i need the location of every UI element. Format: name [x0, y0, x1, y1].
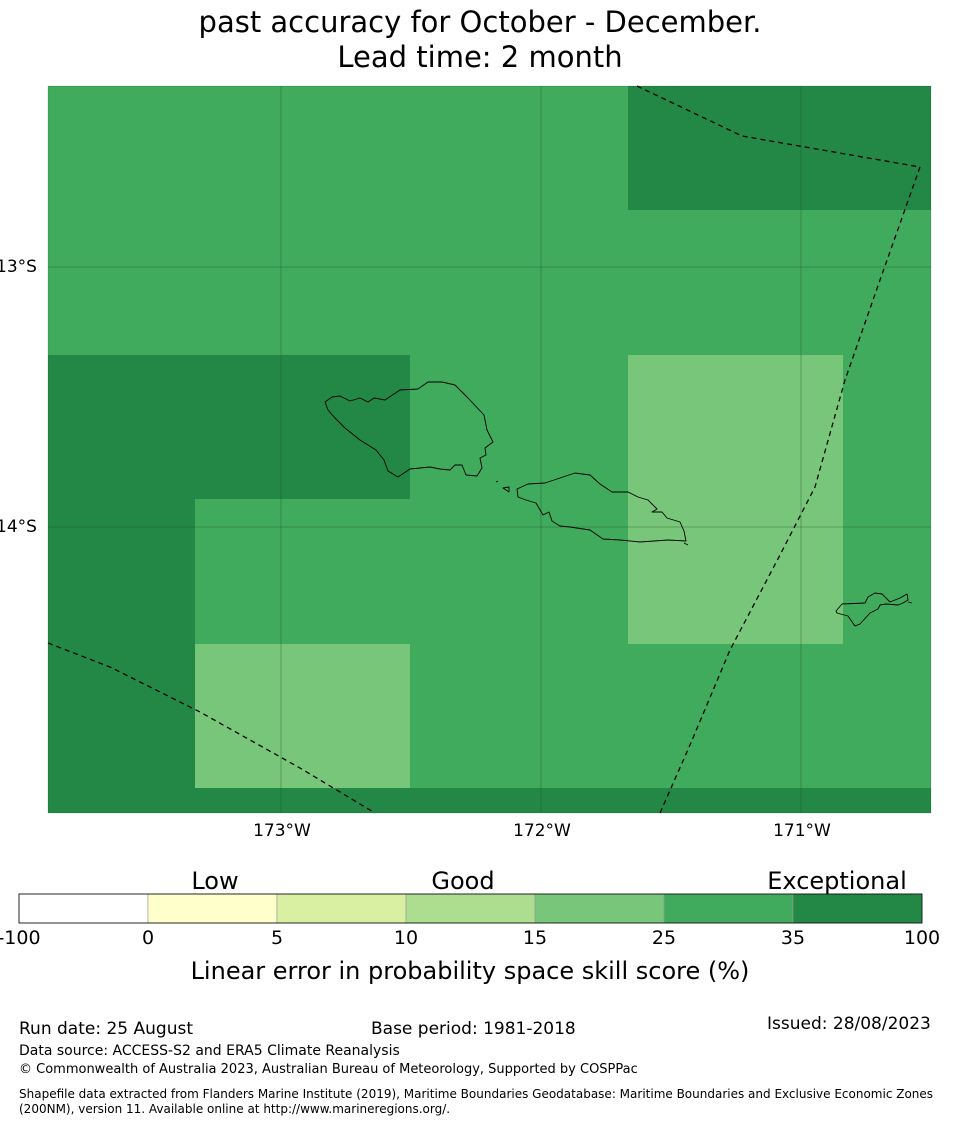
island-tutuila: [835, 592, 913, 627]
colorbar-tick: 5: [270, 927, 284, 949]
colorbar-segment: [18, 893, 149, 924]
skill-region-exceptional-w-lower: [48, 499, 195, 813]
skill-region-exceptional-ne: [628, 86, 931, 210]
island-manono: [502, 486, 510, 493]
colorbar-tick: 0: [141, 927, 155, 949]
colorbar-tick: 35: [780, 927, 806, 949]
eez-boundary-north: [636, 85, 921, 814]
skill-region-exceptional-s: [48, 788, 931, 813]
island-upolu: [516, 472, 689, 546]
copyright: © Commonwealth of Australia 2023, Austra…: [19, 1062, 638, 1077]
colorbar-tick: 10: [393, 927, 419, 949]
colorbar: [18, 893, 923, 924]
colorbar-segment: [792, 893, 923, 924]
map-gridlines: [48, 86, 931, 813]
colorbar-segment: [534, 893, 665, 924]
eez-boundary-southwest: [47, 642, 376, 814]
colorbar-axis-label: Linear error in probability space skill …: [190, 957, 750, 985]
colorbar-tick: 15: [522, 927, 548, 949]
islands: [324, 381, 913, 627]
colorbar-category-good: Good: [431, 867, 495, 895]
shapefile-note: Shapefile data extracted from Flanders M…: [19, 1087, 934, 1116]
lat-label-13s: 13°S: [0, 257, 37, 277]
lon-label-172w: 172°W: [513, 821, 571, 841]
lon-label-171w: 171°W: [773, 821, 831, 841]
skill-region-exceptional-w-upper: [48, 355, 410, 499]
island-savaii: [324, 381, 494, 478]
issued-date: Issued: 28/08/2023: [767, 1014, 931, 1034]
colorbar-segment: [663, 893, 794, 924]
colorbar-tick: -100: [0, 927, 41, 949]
run-date: Run date: 25 August: [19, 1019, 193, 1039]
data-source: Data source: ACCESS-S2 and ERA5 Climate …: [19, 1043, 400, 1059]
skill-score-map: [18, 85, 932, 924]
island-apolima: [495, 480, 499, 483]
colorbar-segment: [276, 893, 407, 924]
colorbar-frame: [18, 893, 923, 924]
skill-region-good-sw: [195, 644, 410, 788]
base-period: Base period: 1981-2018: [371, 1019, 576, 1039]
colorbar-segment: [405, 893, 536, 924]
eez-boundaries: [47, 85, 921, 814]
map-title-line-3: Lead time: 2 month: [337, 40, 623, 74]
map-frame: [47, 85, 932, 814]
skill-region-good-e: [628, 355, 843, 644]
lon-label-173w: 173°W: [253, 821, 311, 841]
lat-label-14s: 14°S: [0, 517, 37, 537]
colorbar-segment: [147, 893, 278, 924]
map-panel: [47, 85, 932, 814]
colorbar-category-low: Low: [191, 867, 239, 895]
colorbar-tick: 25: [651, 927, 677, 949]
map-title-line-2: past accuracy for October - December.: [198, 5, 762, 39]
colorbar-category-exceptional: Exceptional: [767, 867, 907, 895]
colorbar-tick: 100: [903, 927, 941, 949]
